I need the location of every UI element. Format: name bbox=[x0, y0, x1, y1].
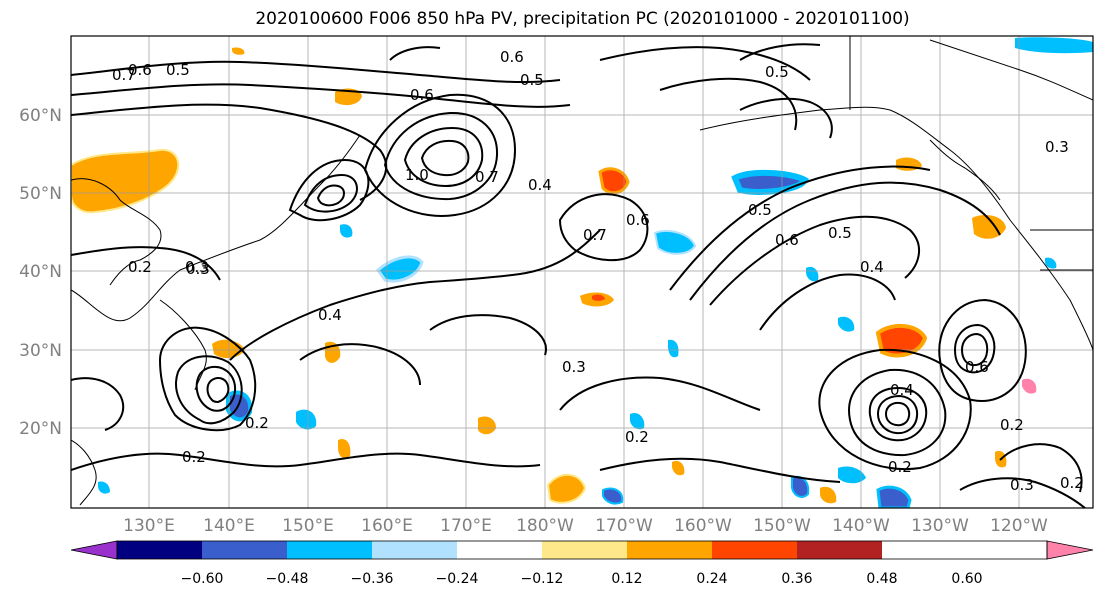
lon-label: 170°W bbox=[595, 516, 653, 536]
colorbar-outline bbox=[116, 540, 1048, 560]
colorbar-tick-label: −0.36 bbox=[351, 571, 394, 587]
contour-label: 0.4 bbox=[528, 176, 552, 194]
contour-label: 0.6 bbox=[626, 211, 650, 229]
lon-axis: 130°E 140°E 150°E 160°E 170°E 180°W 170°… bbox=[123, 516, 1048, 536]
contour-label: 0.4 bbox=[318, 306, 342, 324]
lon-label: 180°W bbox=[516, 516, 574, 536]
contour-label: 0.6 bbox=[500, 48, 524, 66]
contour-label: 0.2 bbox=[625, 428, 649, 446]
map-frame bbox=[70, 35, 1094, 509]
contour-label: 0.3 bbox=[1010, 476, 1034, 494]
contour-label: 0.7 bbox=[475, 168, 499, 186]
map-title: 2020100600 F006 850 hPa PV, precipitatio… bbox=[255, 9, 910, 29]
contour-label: 0.3 bbox=[1045, 138, 1069, 156]
colorbar-tick-label: −0.12 bbox=[521, 571, 564, 587]
contour-label: 0.2 bbox=[1000, 416, 1024, 434]
contour-label: 0.6 bbox=[128, 61, 152, 79]
contour-label: 0.5 bbox=[520, 71, 544, 89]
lat-label: 50°N bbox=[19, 184, 62, 204]
precipitation-shading bbox=[71, 37, 1093, 508]
contour-label: 0.7 bbox=[112, 66, 136, 84]
contour-label: 0.6 bbox=[965, 358, 989, 376]
contour-label: 0.2 bbox=[182, 448, 206, 466]
contour-label: 0.5 bbox=[828, 224, 852, 242]
lat-axis: 60°N 50°N 40°N 30°N 20°N bbox=[19, 106, 62, 439]
lon-label: 130°W bbox=[911, 516, 969, 536]
colorbar-bin bbox=[117, 541, 202, 559]
contour-label: 0.2 bbox=[245, 414, 269, 432]
contour-label: 0.7 bbox=[583, 226, 607, 244]
colorbar-tick-label: 0.12 bbox=[611, 571, 642, 587]
contour-label: 0.3 bbox=[185, 258, 209, 276]
colorbar: −0.60 −0.48 −0.36 −0.24 −0.12 0.12 0.24 … bbox=[70, 540, 1094, 587]
colorbar-tick-label: −0.24 bbox=[436, 571, 479, 587]
contour-label: 0.2 bbox=[128, 258, 152, 276]
colorbar-extend-left bbox=[70, 540, 118, 560]
lat-label: 40°N bbox=[19, 262, 62, 282]
colorbar-tick-label: −0.48 bbox=[266, 571, 309, 587]
lat-label: 30°N bbox=[19, 341, 62, 361]
lon-label: 150°W bbox=[753, 516, 811, 536]
lon-label: 120°W bbox=[990, 516, 1048, 536]
contour-label: 0.4 bbox=[890, 381, 914, 399]
contour-label: 0.5 bbox=[166, 61, 190, 79]
coastlines bbox=[71, 36, 1093, 506]
lon-label: 130°E bbox=[123, 516, 175, 536]
lat-label: 60°N bbox=[19, 106, 62, 126]
contour-label: 0.4 bbox=[860, 258, 884, 276]
contour-label: 0.5 bbox=[765, 63, 789, 81]
colorbar-bin bbox=[797, 541, 882, 559]
contour-label: 0.6 bbox=[410, 86, 434, 104]
contour-label: 0.6 bbox=[775, 231, 799, 249]
lon-label: 150°E bbox=[282, 516, 334, 536]
colorbar-tick-label: 0.60 bbox=[951, 571, 982, 587]
contour-label: 0.3 bbox=[562, 358, 586, 376]
contour-label: 1.0 bbox=[405, 166, 429, 184]
contour-label: 0.2 bbox=[888, 458, 912, 476]
lon-label: 160°W bbox=[674, 516, 732, 536]
pv-contours bbox=[71, 43, 1086, 508]
colorbar-extend-right bbox=[1046, 540, 1094, 560]
lon-label: 170°E bbox=[440, 516, 492, 536]
lat-label: 20°N bbox=[19, 419, 62, 439]
colorbar-tick-label: 0.24 bbox=[696, 571, 727, 587]
colorbar-bin bbox=[542, 541, 627, 559]
colorbar-bin bbox=[202, 541, 287, 559]
lon-label: 140°W bbox=[832, 516, 890, 536]
colorbar-tick-label: −0.60 bbox=[181, 571, 224, 587]
colorbar-bin bbox=[712, 541, 797, 559]
contour-label: 0.2 bbox=[1060, 474, 1084, 492]
contour-label-group: 0.6 0.5 0.7 0.6 0.5 0.6 0.7 0.3 1.0 0.4 … bbox=[112, 48, 1084, 494]
contour-label: 0.3 bbox=[186, 260, 210, 278]
colorbar-bin bbox=[457, 541, 542, 559]
lon-label: 140°E bbox=[203, 516, 255, 536]
colorbar-tick-label: 0.36 bbox=[781, 571, 812, 587]
lon-label: 160°E bbox=[361, 516, 413, 536]
contour-label: 0.5 bbox=[748, 201, 772, 219]
colorbar-bin bbox=[372, 541, 457, 559]
colorbar-bin bbox=[627, 541, 712, 559]
colorbar-tick-label: 0.48 bbox=[866, 571, 897, 587]
colorbar-bin bbox=[287, 541, 372, 559]
colorbar-ticks: −0.60 −0.48 −0.36 −0.24 −0.12 0.12 0.24 … bbox=[181, 571, 983, 587]
